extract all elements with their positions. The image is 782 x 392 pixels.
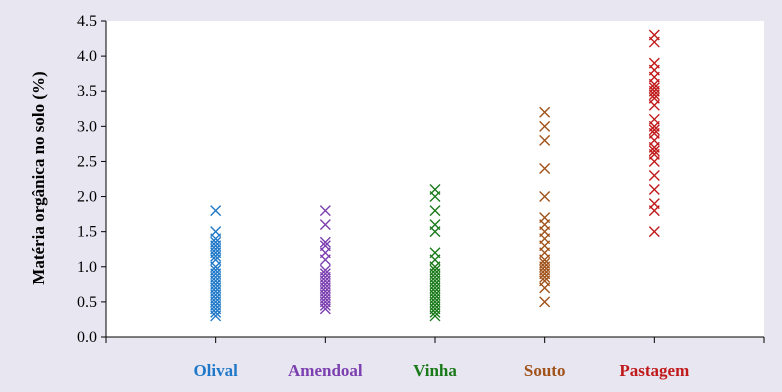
data-point xyxy=(648,89,660,101)
data-point xyxy=(319,254,331,266)
plot-area xyxy=(106,21,764,337)
data-point xyxy=(648,36,660,48)
data-point xyxy=(648,184,660,196)
data-point xyxy=(319,205,331,217)
y-axis-title: Matéria orgânica no solo (%) xyxy=(29,71,48,284)
data-point xyxy=(648,169,660,181)
series-pastagem xyxy=(648,29,660,238)
y-tick-label: 4.5 xyxy=(77,13,97,30)
data-point xyxy=(429,191,441,203)
data-point xyxy=(210,250,222,262)
data-point xyxy=(210,205,222,217)
y-tick-label: 1.5 xyxy=(77,224,97,241)
data-point xyxy=(429,310,441,322)
data-point xyxy=(429,226,441,238)
y-tick-label: 2.5 xyxy=(77,153,97,170)
data-point xyxy=(648,99,660,111)
y-tick-label: 2.0 xyxy=(77,189,97,206)
data-point xyxy=(319,299,331,311)
data-point xyxy=(210,310,222,322)
data-point xyxy=(319,236,331,248)
data-point xyxy=(539,106,551,118)
data-point xyxy=(648,155,660,167)
y-tick-label: 1.0 xyxy=(77,259,97,276)
data-point xyxy=(539,271,551,283)
x-category-label: Pastagem xyxy=(619,361,689,380)
y-tick-label: 3.0 xyxy=(77,118,97,135)
data-point xyxy=(648,145,660,157)
data-point xyxy=(319,219,331,231)
data-point xyxy=(210,306,222,318)
data-points xyxy=(210,29,660,322)
data-point xyxy=(648,226,660,238)
y-tick-label: 0.0 xyxy=(77,329,97,346)
data-point xyxy=(539,296,551,308)
data-point xyxy=(319,303,331,315)
data-point xyxy=(429,205,441,217)
data-point xyxy=(648,205,660,217)
x-category-label: Amendoal xyxy=(288,361,363,380)
x-axis: Olival Amendoal Vinha Souto Pastagem xyxy=(105,336,765,380)
data-point xyxy=(539,191,551,203)
series-olival xyxy=(210,205,222,322)
series-souto xyxy=(539,106,551,308)
data-point xyxy=(539,282,551,294)
x-category-label: Vinha xyxy=(413,361,457,380)
data-point xyxy=(539,162,551,174)
y-tick-label: 3.5 xyxy=(77,83,97,100)
data-point xyxy=(429,306,441,318)
data-point xyxy=(539,134,551,146)
y-tick-label: 4.0 xyxy=(77,48,97,65)
data-point xyxy=(539,120,551,132)
data-point xyxy=(648,124,660,136)
y-axis: 0.0 0.5 1.0 1.5 2.0 2.5 3.0 3.5 4.0 4.5 xyxy=(77,13,107,346)
series-vinha xyxy=(429,184,441,322)
x-category-label: Souto xyxy=(524,361,566,380)
x-category-label: Olival xyxy=(193,361,238,380)
y-tick-label: 0.5 xyxy=(77,294,97,311)
series-amendoal xyxy=(319,205,331,315)
